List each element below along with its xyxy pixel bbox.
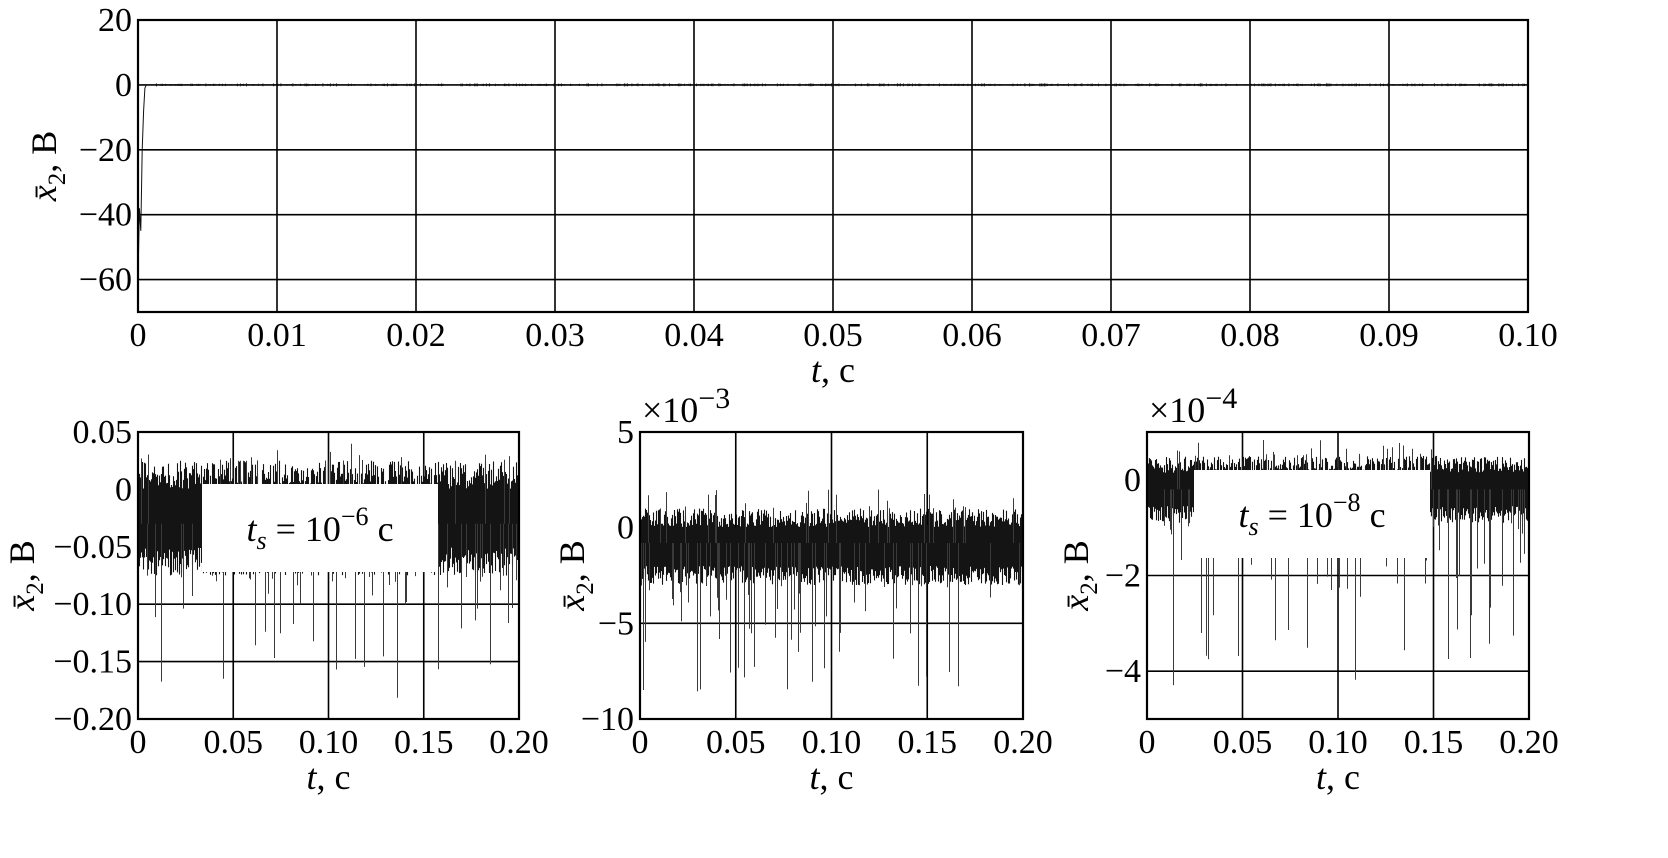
main-xtick-label: 0.04 xyxy=(664,317,724,354)
left-ytick-label: −0.15 xyxy=(53,644,132,681)
right-xtick-label: 0.15 xyxy=(1404,724,1464,761)
left-xtick-label: 0.05 xyxy=(204,724,264,761)
main-ytick-label: −40 xyxy=(79,197,132,234)
right-plot-frame xyxy=(1145,430,1531,721)
main-plot-frame xyxy=(136,18,1530,314)
middle-xtick-label: 0.20 xyxy=(993,724,1053,761)
main-ytick-label: 20 xyxy=(98,2,132,39)
left-ytick-label: −0.10 xyxy=(53,586,132,623)
main-xtick-label: 0 xyxy=(130,317,147,354)
left-xtick-label: 0.15 xyxy=(394,724,454,761)
right-annotation-box xyxy=(1194,470,1430,558)
middle-panel: 0 0.05 0.10 0.15 0.20 5 0 −5 −10 t, c x̄2, B ×10−3 xyxy=(552,382,1053,797)
left-ytick-label: −0.05 xyxy=(53,529,132,566)
right-ytick-label: 0 xyxy=(1124,462,1141,499)
left-xtick-label: 0 xyxy=(130,724,147,761)
middle-noise-spikes xyxy=(641,489,1023,692)
left-ytick-label: −0.20 xyxy=(53,701,132,738)
main-xtick-label: 0.08 xyxy=(1220,317,1280,354)
main-xtick-label: 0.09 xyxy=(1359,317,1419,354)
middle-plot-frame xyxy=(638,430,1025,721)
main-series-noise xyxy=(151,83,1528,87)
left-ytick-label: 0.05 xyxy=(73,414,133,451)
left-panel: 0 0.05 0.10 0.15 0.20 0.05 0 −0.05 −0.10 −0.15 −0.… xyxy=(2,414,549,797)
main-panel: 0 0.01 0.02 0.03 0.04 0.05 0.06 0.07 0.08 0.09 0.1… xyxy=(24,2,1558,390)
main-xtick-label: 0.07 xyxy=(1081,317,1141,354)
middle-xtick-label: 0.05 xyxy=(706,724,766,761)
right-y-axis-label: x̄2, B xyxy=(1056,540,1103,612)
middle-ytick-label: 0 xyxy=(617,510,634,547)
middle-ytick-label: −10 xyxy=(581,701,634,738)
left-annotation-box xyxy=(202,484,438,572)
middle-x-axis-label: t, c xyxy=(810,757,854,797)
middle-ytick-label: 5 xyxy=(617,414,634,451)
middle-xtick-label: 0 xyxy=(632,724,649,761)
right-xtick-label: 0.05 xyxy=(1213,724,1273,761)
left-plot-frame xyxy=(136,430,521,721)
right-panel: 0 0.05 0.10 0.15 0.20 0 −2 −4 t, c x̄2, B ×10−4 ts … xyxy=(1056,382,1559,797)
left-xtick-label: 0.10 xyxy=(299,724,359,761)
main-ytick-label: −60 xyxy=(79,262,132,299)
main-xtick-label: 0.03 xyxy=(525,317,585,354)
middle-ytick-label: −5 xyxy=(598,605,634,642)
left-x-axis-label: t, c xyxy=(307,757,351,797)
main-ytick-label: −20 xyxy=(79,132,132,169)
main-xtick-label: 0.05 xyxy=(803,317,863,354)
right-x-axis-label: t, c xyxy=(1316,757,1360,797)
main-xtick-label: 0.01 xyxy=(247,317,307,354)
main-xtick-label: 0.10 xyxy=(1498,317,1558,354)
right-xtick-label: 0.10 xyxy=(1308,724,1368,761)
right-xtick-label: 0 xyxy=(1139,724,1156,761)
main-x-axis-label: t, c xyxy=(811,350,855,390)
main-xtick-label: 0.06 xyxy=(942,317,1002,354)
middle-xtick-label: 0.10 xyxy=(802,724,862,761)
main-xtick-label: 0.02 xyxy=(386,317,446,354)
left-xtick-label: 0.20 xyxy=(489,724,549,761)
left-y-axis-label: x̄2, B xyxy=(2,540,49,612)
right-ytick-label: −4 xyxy=(1105,653,1141,690)
right-exponent-label: ×10−4 xyxy=(1149,382,1237,430)
right-annotation-text: ts = 10−8 c xyxy=(1238,488,1385,541)
left-annotation-text: ts = 10−6 c xyxy=(246,502,393,555)
main-y-axis-label: x̄2, B xyxy=(24,131,71,203)
right-ytick-label: −2 xyxy=(1105,558,1141,595)
middle-exponent-label: ×10−3 xyxy=(642,382,730,430)
main-ytick-label: 0 xyxy=(115,67,132,104)
middle-xtick-label: 0.15 xyxy=(898,724,958,761)
right-xtick-label: 0.20 xyxy=(1499,724,1559,761)
left-ytick-label: 0 xyxy=(115,471,132,508)
middle-y-axis-label: x̄2, B xyxy=(552,540,599,612)
